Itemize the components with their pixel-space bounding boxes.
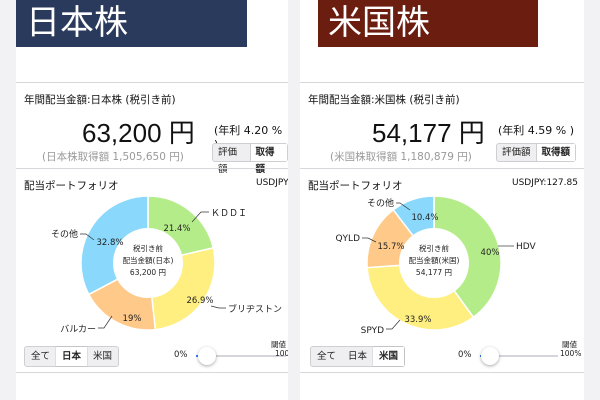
- banner-title: 米国株: [318, 0, 538, 47]
- filter-japan[interactable]: 日本: [348, 351, 368, 362]
- us-stock-panel: 米国株 年間配当金額:米国株 (税引き前) 54,177 円 (年利 4.59 …: [300, 0, 584, 400]
- donut-hole: [113, 228, 183, 298]
- market-filter: 全て 日本 米国: [310, 346, 406, 367]
- slice-name-other: その他: [367, 197, 394, 209]
- dividend-donut-chart: 税引き前 配当金額(米国) 54,177 円 40% 33.9% 15.7% 1…: [335, 195, 537, 336]
- slice-name-kddi: ＫＤＤＩ: [211, 209, 247, 219]
- market-filter: 全て 日本 米国: [24, 346, 120, 367]
- center-label-amount: 63,200 円: [130, 268, 166, 277]
- slice-pct-valqua: 19%: [123, 314, 142, 324]
- divider: [16, 372, 288, 373]
- slice-pct-kddi: 21.4%: [163, 224, 190, 234]
- divider: [300, 82, 584, 83]
- divider: [16, 168, 288, 169]
- slice-pct-qyld: 15.7%: [377, 242, 404, 252]
- threshold-label: 閾値: [562, 340, 577, 349]
- donut-slice-1[interactable]: [366, 262, 475, 331]
- slice-name-valqua: バルカー: [60, 324, 96, 335]
- acquisition-cost: (日本株取得額 1,505,650 円): [42, 151, 184, 163]
- acquisition-option[interactable]: 取得額: [249, 144, 287, 175]
- center-label-tax: 税引き前: [133, 243, 163, 253]
- slice-name-bridgestone: ブリヂストン: [228, 303, 282, 315]
- leader-line-valqua: [98, 315, 113, 329]
- acquisition-option[interactable]: 取得額: [535, 144, 576, 161]
- portfolio-label: 配当ポートフォリオ: [308, 180, 403, 192]
- divider: [300, 372, 584, 373]
- leader-line-kddi: [191, 211, 209, 223]
- threshold-max-label: 100%: [560, 349, 582, 358]
- threshold-slider[interactable]: [480, 355, 558, 357]
- dividend-donut-chart: 税引き前 配当金額(日本) 63,200 円 21.4% 26.9% 19% 3…: [51, 195, 282, 335]
- center-label-title: 配当金額(日本): [123, 255, 174, 265]
- banner-title: 日本株: [16, 0, 247, 47]
- valuation-option[interactable]: 評価額: [502, 147, 531, 158]
- annual-dividend-title: 年間配当金額:米国株 (税引き前): [308, 94, 460, 106]
- threshold-min-label: 0%: [458, 350, 472, 360]
- threshold-min-label: 0%: [174, 350, 188, 360]
- leader-line-bridgestone: [210, 305, 226, 309]
- threshold-slider[interactable]: [196, 355, 286, 357]
- slice-pct-hdv: 40%: [481, 248, 500, 258]
- acquisition-cost: (米国株取得額 1,180,879 円): [330, 151, 472, 163]
- slice-name-qyld: QYLD: [335, 234, 360, 244]
- filter-all[interactable]: 全て: [317, 351, 337, 362]
- leader-line-other: [80, 233, 95, 241]
- value-basis-toggle: 評価額 取得額: [212, 143, 288, 175]
- donut-hole: [399, 228, 469, 298]
- divider: [300, 168, 584, 169]
- japan-stock-panel: 日本株 年間配当金額:日本株 (税引き前) 63,200 円 (年利 4.20 …: [16, 0, 288, 400]
- center-label-amount: 54,177 円: [416, 268, 452, 277]
- slice-pct-spyd: 33.9%: [404, 315, 431, 325]
- slice-name-spyd: SPYD: [361, 326, 384, 336]
- exchange-rate: USDJPY:127.85: [256, 178, 288, 188]
- threshold-slider-thumb[interactable]: [481, 347, 500, 365]
- portfolio-label: 配当ポートフォリオ: [24, 180, 119, 192]
- slice-pct-other: 32.8%: [96, 238, 123, 248]
- threshold-slider-thumb[interactable]: [197, 347, 216, 365]
- center-label-title: 配当金額(米国): [409, 255, 460, 265]
- filter-japan[interactable]: 日本: [56, 347, 88, 366]
- threshold-max-label: 100%: [275, 349, 288, 358]
- valuation-option[interactable]: 評価額: [218, 147, 238, 175]
- leader-line-spyd: [386, 319, 401, 330]
- annual-dividend-title: 年間配当金額:日本株 (税引き前): [24, 94, 176, 106]
- value-basis-toggle: 評価額 取得額: [496, 143, 577, 162]
- threshold-label: 閾値: [271, 340, 286, 349]
- slice-pct-bridgestone: 26.9%: [186, 296, 213, 306]
- slice-pct-other: 10.4%: [411, 213, 438, 223]
- exchange-rate: USDJPY:127.85: [512, 178, 578, 188]
- annual-yield: (年利 4.59 % ): [498, 124, 575, 137]
- filter-us[interactable]: 米国: [93, 351, 113, 362]
- divider: [16, 82, 288, 83]
- filter-us[interactable]: 米国: [373, 347, 405, 366]
- leader-line-qyld: [362, 237, 377, 243]
- center-label-tax: 税引き前: [419, 243, 449, 253]
- annual-dividend-amount: 63,200 円: [82, 118, 195, 148]
- filter-all[interactable]: 全て: [31, 351, 51, 362]
- leader-line-other: [396, 202, 411, 211]
- slice-name-other: その他: [51, 228, 78, 240]
- annual-dividend-amount: 54,177 円: [372, 118, 485, 148]
- slice-name-hdv: HDV: [516, 242, 537, 252]
